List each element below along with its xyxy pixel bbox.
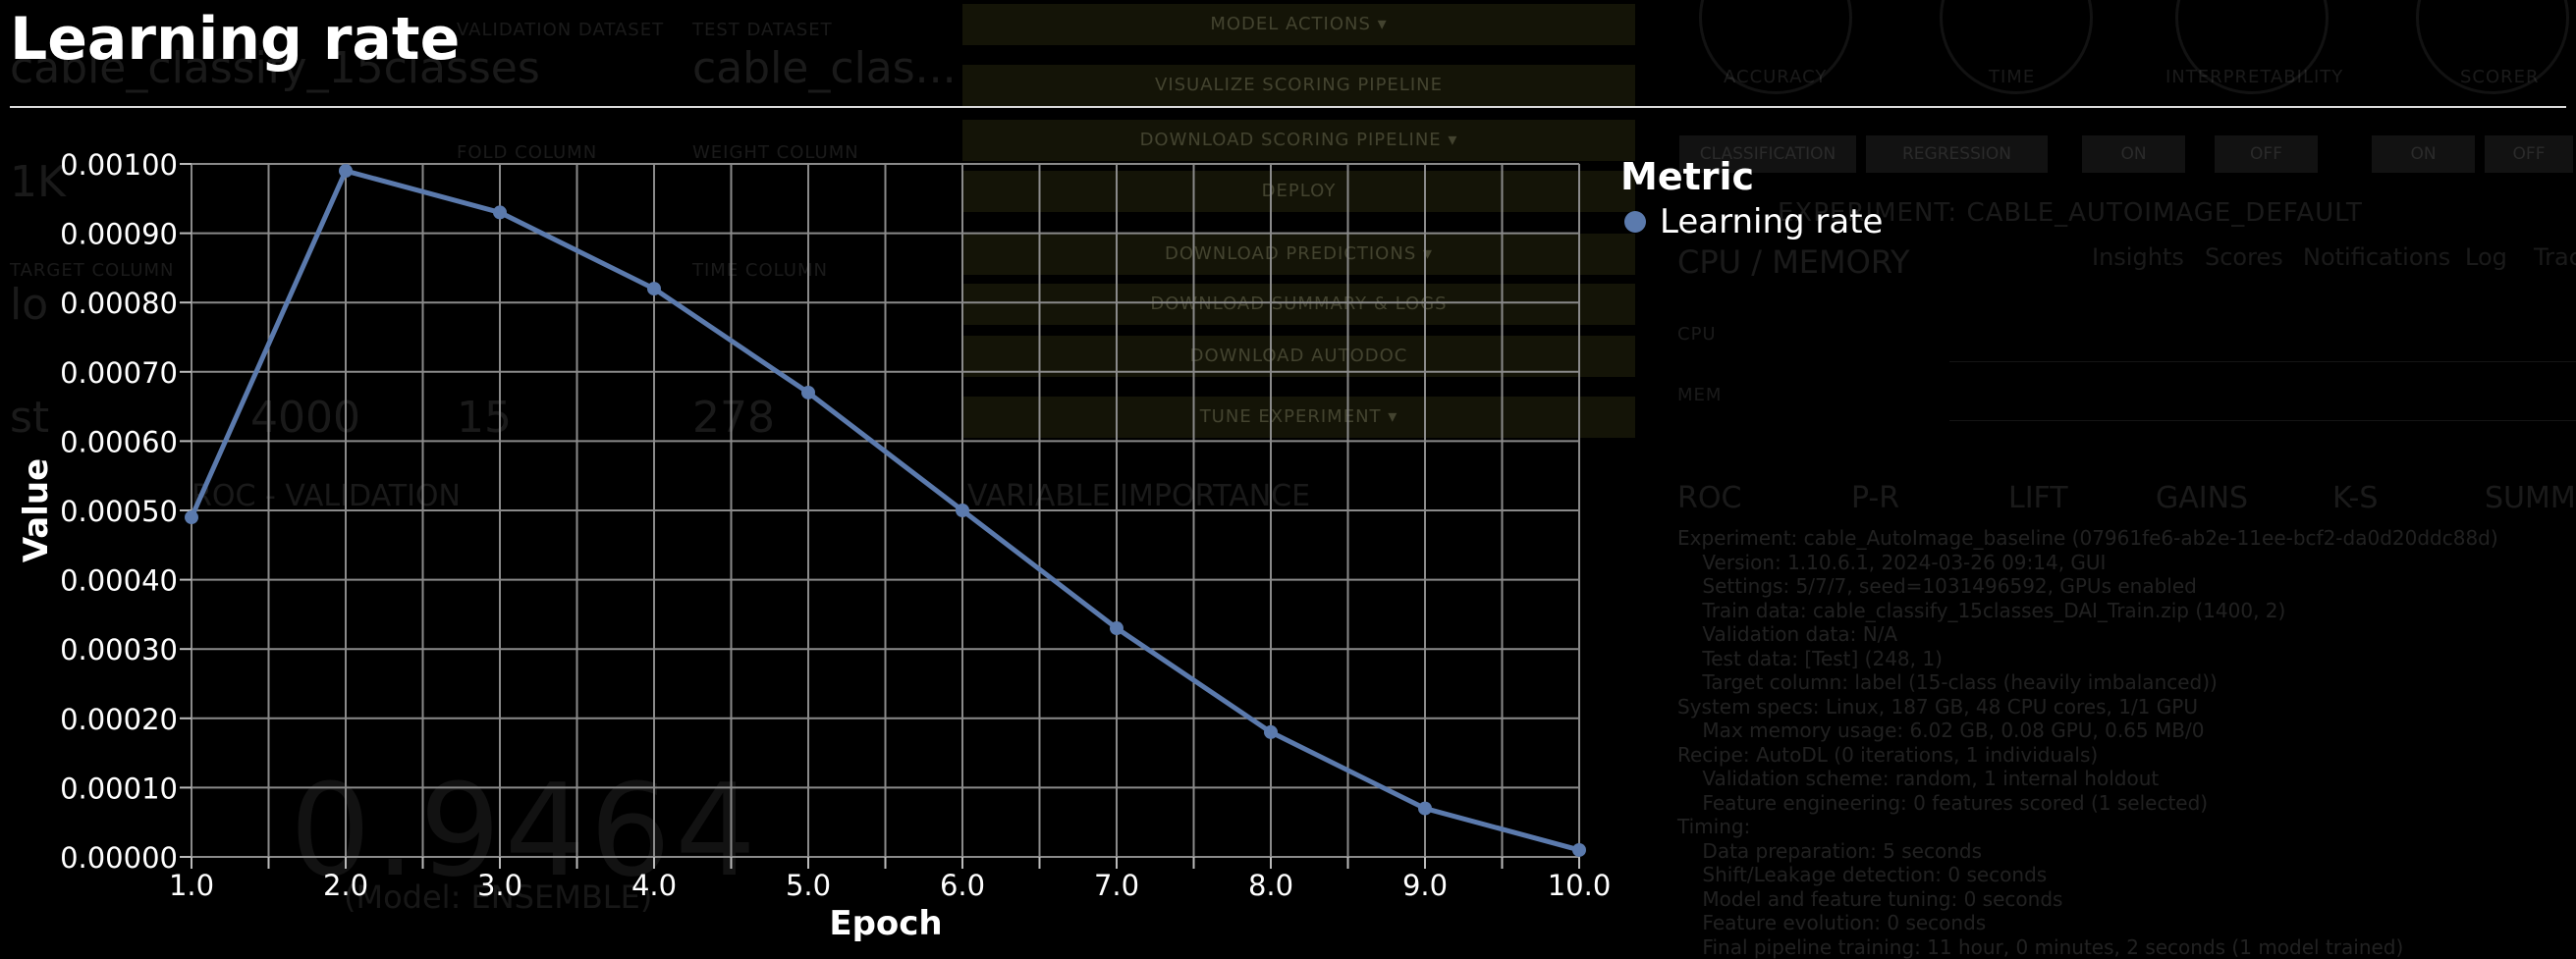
time-label: TIME — [1989, 67, 2036, 87]
tab-scores[interactable]: Scores — [2205, 243, 2283, 271]
y-tick-label: 0.00070 — [60, 356, 178, 390]
off-toggle-a[interactable]: OFF — [2215, 135, 2318, 173]
off-toggle-b[interactable]: OFF — [2485, 135, 2573, 173]
model-name: (Model: ENSEMBLE) — [344, 879, 653, 916]
result-tab-pr[interactable]: P-R — [1851, 481, 1900, 515]
deploy-button[interactable]: DEPLOY — [962, 171, 1635, 212]
target-column-label: TARGET COLUMN — [10, 260, 175, 281]
y-tick-label: 0.00020 — [60, 703, 178, 736]
accuracy-label: ACCURACY — [1724, 67, 1828, 87]
stat-c: 15 — [457, 393, 512, 443]
legend-item-learning-rate[interactable]: Learning rate — [1620, 202, 1883, 241]
x-tick-label: 4.0 — [631, 869, 677, 902]
result-tab-lift[interactable]: LIFT — [2008, 481, 2068, 515]
experiment-name: EXPERIMENT: CABLE_AUTOIMAGE_DEFAULT — [1778, 198, 2363, 228]
download-summary-button[interactable]: DOWNLOAD SUMMARY & LOGS — [962, 284, 1635, 325]
y-tick-label: 0.00040 — [60, 564, 178, 598]
fold-column-label: FOLD COLUMN — [457, 142, 598, 163]
y-tick-label: 0.00080 — [60, 287, 178, 320]
mem-line — [1949, 420, 2576, 421]
y-tick-label: 0.00030 — [60, 633, 178, 666]
validation-dataset-label: VALIDATION DATASET — [457, 20, 665, 40]
title-divider — [10, 106, 2566, 108]
x-axis-label: Epoch — [829, 904, 942, 943]
result-tab-summary[interactable]: SUMMARY — [2485, 481, 2576, 515]
experiment-summary-log: Experiment: cable_AutoImage_baseline (07… — [1677, 526, 2498, 959]
model-actions-button[interactable]: MODEL ACTIONS ▾ — [962, 4, 1635, 45]
x-tick-label: 9.0 — [1402, 869, 1448, 902]
cpu-memory-title: CPU / MEMORY — [1677, 243, 1910, 281]
result-tab-gains[interactable]: GAINS — [2156, 481, 2249, 515]
y-tick-label: 0.00050 — [60, 495, 178, 528]
chart-grid — [191, 163, 1580, 858]
cpu-line — [1949, 361, 2576, 362]
x-tick-label: 7.0 — [1094, 869, 1139, 902]
x-tick-label: 5.0 — [786, 869, 831, 902]
tab-trace[interactable]: Trace — [2534, 243, 2576, 271]
on-toggle-a[interactable]: ON — [2082, 135, 2185, 173]
y-tick-label: 0.00090 — [60, 218, 178, 251]
data-point — [647, 282, 661, 296]
x-tick-label: 6.0 — [940, 869, 985, 902]
classification-toggle[interactable]: CLASSIFICATION — [1679, 135, 1856, 173]
stat-a: st — [10, 393, 50, 443]
x-tick-label: 8.0 — [1248, 869, 1293, 902]
validation-score: 0.9464 — [290, 756, 760, 905]
tab-notifications[interactable]: Notifications — [2303, 243, 2451, 271]
data-point — [493, 205, 507, 220]
legend-title: Metric — [1620, 155, 1755, 198]
download-scoring-pipeline-button[interactable]: DOWNLOAD SCORING PIPELINE ▾ — [962, 120, 1635, 161]
download-predictions-button[interactable]: DOWNLOAD PREDICTIONS ▾ — [962, 234, 1635, 275]
series-line — [189, 168, 1580, 853]
data-point — [956, 504, 969, 517]
x-tick-label: 3.0 — [477, 869, 522, 902]
time-column-label: TIME COLUMN — [692, 260, 828, 281]
x-tick-label: 1.0 — [169, 869, 214, 902]
chart-title: Learning rate — [10, 5, 461, 74]
y-tick-label: 0.00100 — [60, 148, 178, 182]
data-point — [1264, 724, 1278, 739]
series-layer — [185, 164, 1586, 857]
on-toggle-b[interactable]: ON — [2372, 135, 2475, 173]
variable-importance-title: VARIABLE IMPORTANCE — [967, 479, 1311, 513]
test-dataset-name: cable_clas... — [692, 43, 957, 93]
y-axis-label: Value — [17, 458, 56, 562]
visualize-scoring-pipeline-button[interactable]: VISUALIZE SCORING PIPELINE — [962, 65, 1635, 106]
scorer-label: SCORER — [2460, 67, 2540, 87]
data-point — [185, 510, 198, 525]
data-point — [801, 385, 815, 400]
x-tick-label: 2.0 — [323, 869, 368, 902]
target-value: lo — [10, 280, 49, 330]
chart-ticks: 0.00000 0.00010 0.00020 0.00030 0.00040 0.000… — [60, 148, 1611, 902]
cpu-label: CPU — [1677, 324, 1717, 345]
regression-toggle[interactable]: REGRESSION — [1866, 135, 2048, 173]
data-point — [339, 164, 353, 179]
test-dataset-label: TEST DATASET — [692, 20, 833, 40]
rows-value: 1K — [10, 157, 66, 207]
result-tab-roc[interactable]: ROC — [1677, 481, 1742, 515]
y-tick-label: 0.00010 — [60, 772, 178, 805]
download-autodoc-button[interactable]: DOWNLOAD AUTODOC — [962, 336, 1635, 377]
y-tick-label: 0.00060 — [60, 425, 178, 458]
mem-label: MEM — [1677, 385, 1723, 405]
tab-insights[interactable]: Insights — [2092, 243, 2184, 271]
roc-validation-title: ROC - VALIDATION — [192, 479, 461, 513]
weight-column-label: WEIGHT COLUMN — [692, 142, 859, 163]
y-tick-label: 0.00000 — [60, 841, 178, 875]
legend-label: Learning rate — [1660, 202, 1884, 241]
interpretability-label: INTERPRETABILITY — [2165, 67, 2344, 87]
tab-log[interactable]: Log — [2465, 243, 2507, 271]
data-point — [1572, 842, 1586, 857]
data-point — [1418, 801, 1432, 816]
data-point — [1110, 621, 1124, 636]
stat-d: 278 — [692, 393, 775, 443]
result-tab-ks[interactable]: K-S — [2332, 481, 2379, 515]
dataset-name: cable_classify_15classes — [10, 43, 540, 93]
legend-swatch — [1624, 211, 1646, 233]
x-tick-label: 10.0 — [1548, 869, 1612, 902]
